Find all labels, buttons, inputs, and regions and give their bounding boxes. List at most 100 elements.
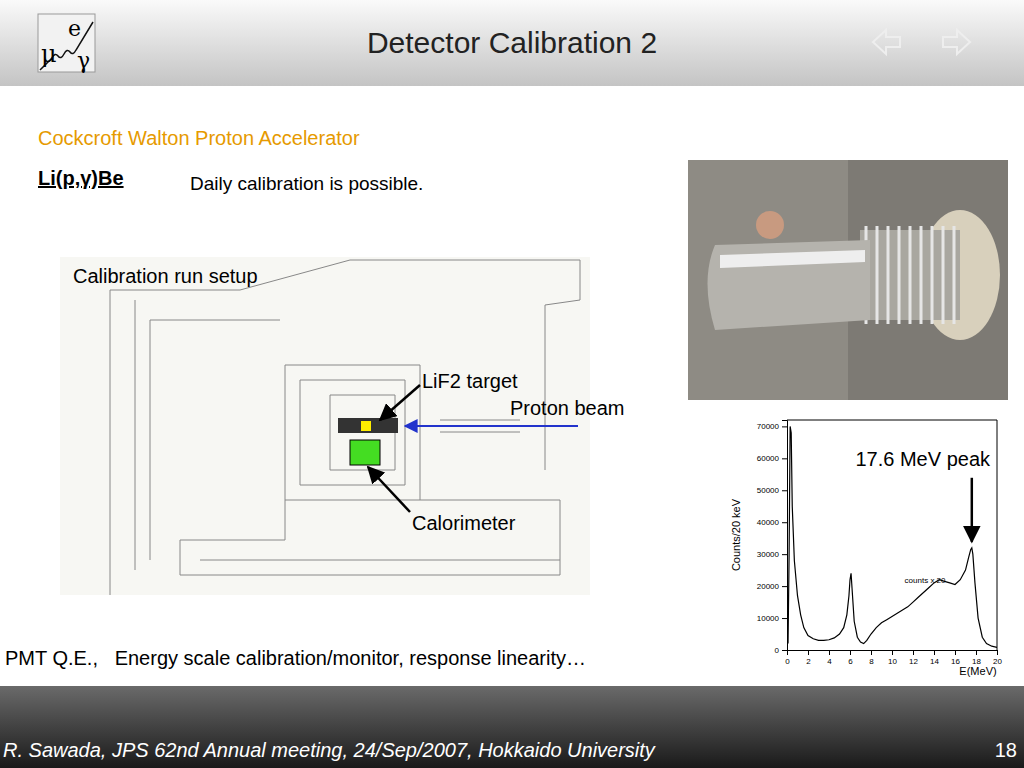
tick-label: 60000 [757,454,780,463]
tick-mark [782,522,787,523]
tick-mark [782,586,787,587]
tick: 30000 [757,550,787,559]
tick: 40000 [757,518,787,527]
axis-line [788,651,998,656]
tick: 50000 [757,486,787,495]
logo-mu: μ [41,40,57,68]
peak-annotation: 17.6 MeV peak [855,448,991,470]
beam-arrow [405,425,578,427]
target-label: LiF2 target [422,370,518,392]
tick-mark [808,650,809,655]
scale-annotation: counts x 20 [905,576,946,585]
chart-bg [722,412,1010,680]
photo-bg [688,160,1008,400]
tick-label: 0 [775,646,780,655]
plan-line [440,432,520,433]
tick: 10000 [757,614,787,623]
beam-label: Proton beam [510,397,625,419]
photo-ring [898,226,901,324]
plan-line [200,560,560,561]
tick-label: 12 [909,657,918,666]
tick: 18 [972,650,981,666]
plan-line [135,300,136,570]
tick: 6 [848,650,853,666]
spectrum-line [788,426,997,647]
footer-band [0,686,1024,768]
photo-person-head [756,211,784,239]
tick-label: 10 [888,657,897,666]
tick-mark [976,650,977,655]
spectrum-chart: 0246810121416182001000020000300004000050… [722,412,1010,680]
tick: 2 [806,650,811,666]
tick-label: 70000 [757,422,780,431]
plot-area [788,426,997,647]
y-axis: 0 10000 20000 30000 40000 50000 60000 70000 [757,421,788,656]
beamline-body [338,418,398,433]
peak-arrow [971,478,974,542]
plan-line [545,260,580,355]
diagram-title: Calibration run setup [73,265,258,287]
subtitle: Cockcroft Walton Proton Accelerator [38,127,360,149]
setup-diagram: Calibration run setup LiF2 target Proton b… [60,257,625,595]
plan-line [300,380,405,485]
footer-citation: R. Sawada, JPS 62nd Annual meeting, 24/S… [3,739,656,761]
tick: 60000 [757,454,787,463]
tick: 20 [993,650,1002,666]
photo-tube [708,240,871,330]
header-band [0,0,1024,86]
calorimeter [350,440,380,465]
plot-frame [787,420,997,650]
tick-label: 8 [869,657,874,666]
diagram-bg [60,257,590,595]
bottom-text: PMT Q.E., Energy scale calibration/monit… [5,647,586,669]
tick: 10 [888,650,897,666]
tick: 14 [930,650,939,666]
tick-label: 50000 [757,486,780,495]
photo-ring [876,226,879,324]
tick: 8 [869,650,874,666]
tick-mark [782,490,787,491]
photo-highlight [720,250,865,268]
tick: 20000 [757,582,787,591]
logo-box [38,14,95,72]
logo-e: e [68,16,81,41]
plan-line [285,365,420,500]
calorimeter-arrow [368,467,410,512]
note: Daily calibration is possible. [190,173,423,194]
plan-line [150,320,151,560]
tick-mark [997,650,998,655]
photo-ring [942,226,945,324]
x-axis: 02468101214161820 [785,650,1002,666]
page-number: 18 [995,739,1017,761]
nav-next [943,30,970,54]
accelerator-photo [688,160,1008,400]
tick-mark [782,554,787,555]
tick-label: 2 [806,657,811,666]
axis-line [782,421,788,651]
y-axis-title: Counts/20 keV [730,498,742,571]
photo-ring [887,226,890,324]
tick-label: 10000 [757,614,780,623]
title: Detector Calibration 2 [367,26,657,59]
nav-prev [873,30,900,54]
tick-mark [850,650,851,655]
tick-label: 20000 [757,582,780,591]
tick-mark [782,458,787,459]
plan-line [440,420,520,421]
tick-label: 6 [848,657,853,666]
photo-ring [953,226,956,324]
plan-line [150,320,280,321]
plan-line [110,290,111,595]
tick-mark [871,650,872,655]
tick-mark [782,426,787,427]
photo-ring [909,226,912,324]
tick-mark [913,650,914,655]
tick-mark [829,650,830,655]
tick: 12 [909,650,918,666]
logo-gamma: γ [77,48,90,73]
tick: 0 [775,646,787,655]
calorimeter-label: Calorimeter [412,512,516,534]
tick: 70000 [757,422,787,431]
tick-mark [955,650,956,655]
tick-label: 4 [827,657,832,666]
